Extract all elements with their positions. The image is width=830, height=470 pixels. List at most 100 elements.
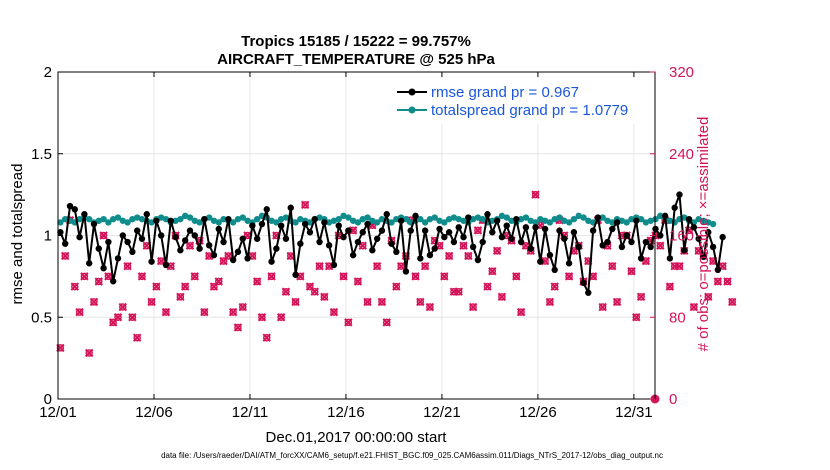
totalspread-point xyxy=(364,214,371,221)
rmse-point xyxy=(172,233,179,241)
obs-assimilated-point xyxy=(228,307,238,317)
obs-assimilated-point xyxy=(137,272,147,281)
obs-assimilated-point xyxy=(608,261,617,271)
rmse-point xyxy=(445,229,453,236)
rmse-point xyxy=(138,235,146,242)
rmse-point xyxy=(623,232,630,239)
obs-assimilated-point xyxy=(123,261,132,271)
obs-assimilated-point xyxy=(185,241,195,250)
obs-possible-point xyxy=(531,190,540,199)
rmse-point xyxy=(585,289,592,296)
obs-possible-point xyxy=(522,241,530,250)
obs-possible-point xyxy=(464,252,473,260)
obs-assimilated-point xyxy=(531,190,540,199)
obs-assimilated-point xyxy=(291,297,300,307)
obs-assimilated-point xyxy=(588,272,598,281)
obs-assimilated-point xyxy=(310,287,319,296)
obs-possible-point xyxy=(642,257,650,265)
obs-assimilated-point xyxy=(315,261,324,271)
totalspread-point xyxy=(503,214,510,221)
rmse-point xyxy=(714,266,722,274)
rmse-point xyxy=(277,222,285,229)
rmse-point xyxy=(229,256,237,264)
obs-assimilated-point xyxy=(89,297,99,307)
obs-assimilated-point xyxy=(392,282,401,291)
obs-assimilated-point xyxy=(689,302,699,312)
rmse-point xyxy=(705,229,712,236)
obs-possible-point xyxy=(546,298,554,306)
obs-assimilated-point xyxy=(252,277,262,286)
obs-possible-point xyxy=(138,272,146,281)
obs-possible-point xyxy=(459,241,468,250)
totalspread-point xyxy=(229,219,237,226)
obs-possible-point xyxy=(469,303,477,311)
obs-possible-point xyxy=(339,272,348,281)
obs-possible-point xyxy=(627,267,636,276)
obs-assimilated-point xyxy=(497,292,507,302)
obs-assimilated-point xyxy=(425,302,435,312)
obs-possible-point xyxy=(186,241,194,250)
obs-possible-point xyxy=(488,267,497,276)
obs-possible-point xyxy=(210,282,218,291)
x-tick-label: 12/11 xyxy=(232,404,268,421)
rmse-point xyxy=(196,245,203,252)
obs-possible-point xyxy=(85,349,93,357)
obs-possible-point xyxy=(498,293,506,301)
obs-possible-point xyxy=(123,262,132,270)
totalspread-point xyxy=(709,220,717,228)
rmse-point xyxy=(561,235,568,242)
obs-assimilated-point xyxy=(464,251,473,261)
obs-assimilated-point xyxy=(190,272,199,281)
rmse-point xyxy=(709,243,717,251)
rmse-point xyxy=(589,227,597,234)
rmse-point xyxy=(306,229,314,236)
obs-assimilated-point xyxy=(348,226,358,235)
obs-possible-point xyxy=(613,298,621,306)
y-right-tick-label: 0 xyxy=(669,391,677,408)
rmse-point xyxy=(201,215,208,223)
rmse-point xyxy=(354,238,362,246)
obs-assimilated-point xyxy=(728,297,737,307)
obs-possible-point xyxy=(474,226,482,235)
rmse-point xyxy=(335,222,342,229)
totalspread-point xyxy=(282,214,290,221)
x-axis-label: Dec.01,2017 00:00:00 start xyxy=(266,429,448,446)
obs-assimilated-point xyxy=(353,277,363,286)
rmse-point xyxy=(61,240,69,247)
rmse-point xyxy=(465,214,472,221)
legend-box xyxy=(391,78,653,124)
y-tick-label: 2 xyxy=(44,64,52,81)
obs-possible-point xyxy=(315,262,324,270)
obs-possible-point xyxy=(637,293,645,301)
rmse-point xyxy=(369,247,376,254)
obs-possible-point xyxy=(291,298,300,306)
obs-assimilated-point xyxy=(132,333,142,342)
totalspread-point xyxy=(556,214,563,221)
totalspread-point xyxy=(532,219,539,226)
obs-possible-point xyxy=(310,287,319,296)
obs-assimilated-point xyxy=(344,318,353,327)
obs-possible-point xyxy=(670,262,679,270)
obs-possible-point xyxy=(306,282,314,291)
rmse-point xyxy=(570,229,578,236)
rmse-point xyxy=(148,258,155,265)
obs-possible-point xyxy=(104,272,113,281)
rmse-point xyxy=(522,224,530,231)
obs-possible-point xyxy=(229,308,237,316)
totalspread-point xyxy=(177,215,184,223)
obs-assimilated-point xyxy=(300,200,310,210)
obs-assimilated-point xyxy=(459,241,468,250)
obs-assimilated-point xyxy=(128,313,137,322)
rmse-point xyxy=(537,258,544,265)
totalspread-point xyxy=(441,219,448,226)
rmse-point xyxy=(186,227,194,234)
obs-possible-point xyxy=(421,262,429,270)
axis-ticks: 12/01 12/06 12/11 12/16 12/21 12/26 12/31 0 0.5 1… xyxy=(31,64,694,421)
rmse-point xyxy=(330,261,338,269)
totalspread-point xyxy=(417,215,424,223)
totalspread-point xyxy=(186,214,194,221)
rmse-point xyxy=(220,238,227,246)
totalspread-point xyxy=(105,219,112,226)
obs-possible-point xyxy=(61,252,69,260)
